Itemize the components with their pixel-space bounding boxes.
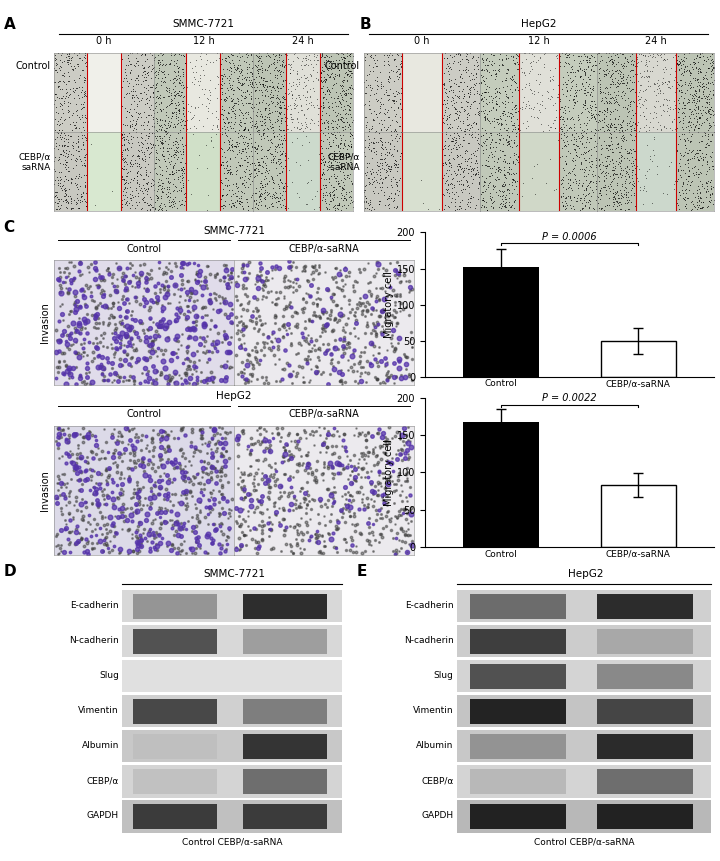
- Bar: [597, 734, 693, 759]
- Bar: [597, 699, 693, 724]
- Bar: [286, 132, 320, 211]
- Bar: [597, 664, 693, 689]
- Bar: [186, 53, 220, 132]
- Text: SMMC-7721: SMMC-7721: [203, 226, 265, 236]
- Bar: [243, 769, 327, 795]
- Text: CEBP/α
saRNA: CEBP/α saRNA: [18, 152, 50, 172]
- Bar: [133, 769, 217, 795]
- Bar: [243, 629, 327, 654]
- Bar: [470, 699, 566, 724]
- Text: Vimentin: Vimentin: [413, 706, 454, 715]
- Bar: [519, 132, 559, 211]
- Bar: [470, 769, 566, 795]
- Bar: [636, 132, 675, 211]
- Text: 0 h: 0 h: [414, 36, 430, 46]
- Text: E-cadherin: E-cadherin: [70, 601, 119, 610]
- Bar: [597, 769, 693, 795]
- Text: A: A: [4, 17, 15, 32]
- Text: P = 0.0006: P = 0.0006: [542, 232, 597, 242]
- Text: HepG2: HepG2: [216, 391, 252, 401]
- Text: C: C: [4, 220, 14, 234]
- Text: Slug: Slug: [433, 672, 454, 680]
- Bar: [133, 594, 217, 619]
- Text: E: E: [356, 564, 366, 579]
- Text: Control CEBP/α-saRNA: Control CEBP/α-saRNA: [534, 838, 634, 846]
- Text: D: D: [4, 564, 17, 579]
- Bar: [186, 132, 220, 211]
- Bar: [87, 132, 121, 211]
- Text: HepG2: HepG2: [568, 569, 603, 579]
- Bar: [597, 804, 693, 829]
- Text: SMMC-7721: SMMC-7721: [203, 569, 265, 579]
- Text: Vimentin: Vimentin: [78, 706, 119, 715]
- Text: E-cadherin: E-cadherin: [405, 601, 454, 610]
- Bar: [243, 804, 327, 829]
- Bar: [470, 629, 566, 654]
- Bar: [243, 594, 327, 619]
- Text: Albumin: Albumin: [81, 741, 119, 750]
- Text: Control: Control: [127, 410, 161, 419]
- Text: Invasion: Invasion: [40, 470, 50, 511]
- Text: HepG2: HepG2: [521, 19, 557, 29]
- Bar: [133, 804, 217, 829]
- Text: GAPDH: GAPDH: [421, 811, 454, 821]
- Text: CEBP/α
-saRNA: CEBP/α -saRNA: [328, 152, 360, 172]
- Bar: [243, 699, 327, 724]
- Text: CEBP/α: CEBP/α: [421, 777, 454, 785]
- Text: SMMC-7721: SMMC-7721: [172, 19, 235, 29]
- Text: CEBP/α: CEBP/α: [86, 777, 119, 785]
- Text: 12 h: 12 h: [528, 36, 550, 46]
- Text: B: B: [360, 17, 372, 32]
- Bar: [470, 804, 566, 829]
- Bar: [463, 422, 539, 547]
- Bar: [600, 341, 676, 377]
- Bar: [402, 53, 442, 132]
- Bar: [463, 267, 539, 377]
- Bar: [519, 53, 559, 132]
- Text: Control CEBP/α-saRNA: Control CEBP/α-saRNA: [182, 838, 282, 846]
- Bar: [597, 594, 693, 619]
- Text: Control: Control: [127, 244, 161, 254]
- Y-axis label: Migratory cell: Migratory cell: [384, 439, 394, 506]
- Bar: [133, 664, 217, 689]
- Bar: [243, 734, 327, 759]
- Text: Control: Control: [15, 60, 50, 71]
- Y-axis label: Migratory cell: Migratory cell: [384, 271, 394, 338]
- Bar: [600, 485, 676, 547]
- Bar: [133, 734, 217, 759]
- Bar: [133, 629, 217, 654]
- Text: Control: Control: [325, 60, 360, 71]
- Text: CEBP/α-saRNA: CEBP/α-saRNA: [289, 410, 359, 419]
- Text: P = 0.0022: P = 0.0022: [542, 393, 597, 404]
- Bar: [87, 53, 121, 132]
- Text: Albumin: Albumin: [416, 741, 454, 750]
- Text: 12 h: 12 h: [192, 36, 215, 46]
- Text: GAPDH: GAPDH: [86, 811, 119, 821]
- Bar: [286, 53, 320, 132]
- Bar: [402, 132, 442, 211]
- Bar: [470, 734, 566, 759]
- Text: 0 h: 0 h: [96, 36, 112, 46]
- Bar: [243, 664, 327, 689]
- Text: CEBP/α-saRNA: CEBP/α-saRNA: [289, 244, 359, 254]
- Bar: [470, 594, 566, 619]
- Text: 24 h: 24 h: [645, 36, 667, 46]
- Text: N-cadherin: N-cadherin: [404, 636, 454, 645]
- Text: Invasion: Invasion: [40, 302, 50, 343]
- Bar: [597, 629, 693, 654]
- Text: N-cadherin: N-cadherin: [69, 636, 119, 645]
- Bar: [470, 664, 566, 689]
- Text: Slug: Slug: [99, 672, 119, 680]
- Text: 24 h: 24 h: [292, 36, 314, 46]
- Bar: [636, 53, 675, 132]
- Bar: [133, 699, 217, 724]
